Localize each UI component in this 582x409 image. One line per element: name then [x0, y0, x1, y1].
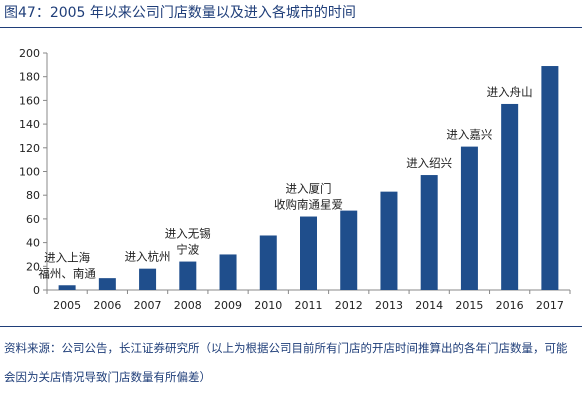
bar-2005	[58, 285, 76, 290]
bar-2011	[300, 216, 317, 290]
x-tick-label: 2009	[214, 299, 242, 312]
annotation-2014: 进入绍兴	[406, 156, 452, 170]
y-tick-label: 120	[19, 142, 40, 155]
x-tick-label: 2011	[295, 299, 323, 312]
x-tick-label: 2012	[335, 299, 363, 312]
annotation-2008: 宁波	[176, 243, 199, 257]
bar-2009	[219, 254, 237, 290]
annotation-2008: 进入无锡	[165, 227, 211, 241]
x-tick-label: 2016	[496, 299, 524, 312]
y-tick-label: 20	[26, 260, 40, 273]
x-tick-label: 2007	[134, 299, 162, 312]
x-tick-label: 2017	[536, 299, 564, 312]
bar-2015	[460, 146, 478, 290]
y-tick-label: 100	[19, 166, 40, 179]
x-tick-label: 2006	[93, 299, 121, 312]
y-tick-label: 60	[26, 213, 40, 226]
title-rule	[0, 27, 582, 28]
x-tick-label: 2013	[375, 299, 403, 312]
y-tick-label: 140	[19, 118, 40, 131]
x-tick-label: 2010	[254, 299, 282, 312]
x-tick-label: 2008	[174, 299, 202, 312]
x-tick-label: 2005	[53, 299, 81, 312]
y-tick-label: 180	[19, 71, 40, 84]
x-tick-label: 2015	[455, 299, 483, 312]
y-tick-label: 80	[26, 189, 40, 202]
annotation-2007: 进入杭州	[125, 250, 171, 264]
x-tick-label: 2014	[415, 299, 443, 312]
bar-2017	[541, 66, 559, 290]
annotation-2005: 福州、南通	[38, 266, 96, 280]
annotation-2011: 进入厦门	[286, 182, 332, 196]
bar-2013	[380, 191, 398, 290]
source-rule	[0, 326, 582, 327]
annotation-2016: 进入舟山	[487, 85, 533, 99]
bar-2007	[139, 268, 157, 290]
bar-2012	[340, 210, 358, 290]
bar-2016	[501, 103, 519, 290]
annotation-2015: 进入嘉兴	[446, 128, 492, 142]
chart-area: 0 20 40 60 80 100 120 140 160 180 200 2005 2006 2007 2…	[0, 28, 582, 326]
bar-2008	[179, 261, 197, 290]
y-tick-label: 200	[19, 47, 40, 60]
y-tick-label: 0	[33, 284, 40, 297]
figure-title: 图47：2005 年以来公司门店数量以及进入各城市的时间	[4, 5, 356, 21]
annotation-2011: 收购南通星爱	[274, 198, 343, 212]
source-note: 资料来源：公司公告，长江证券研究所（以上为根据公司目前所有门店的开店时间推算出的…	[4, 341, 568, 384]
bar-chart: 0 20 40 60 80 100 120 140 160 180 200 2005 2006 2007 2…	[19, 47, 571, 312]
bar-2006	[98, 278, 116, 290]
annotation-2005: 进入上海	[44, 250, 90, 264]
bar-2014	[420, 175, 438, 290]
bar-2010	[259, 235, 277, 290]
y-tick-label: 160	[19, 94, 40, 107]
y-tick-label: 40	[26, 237, 40, 250]
